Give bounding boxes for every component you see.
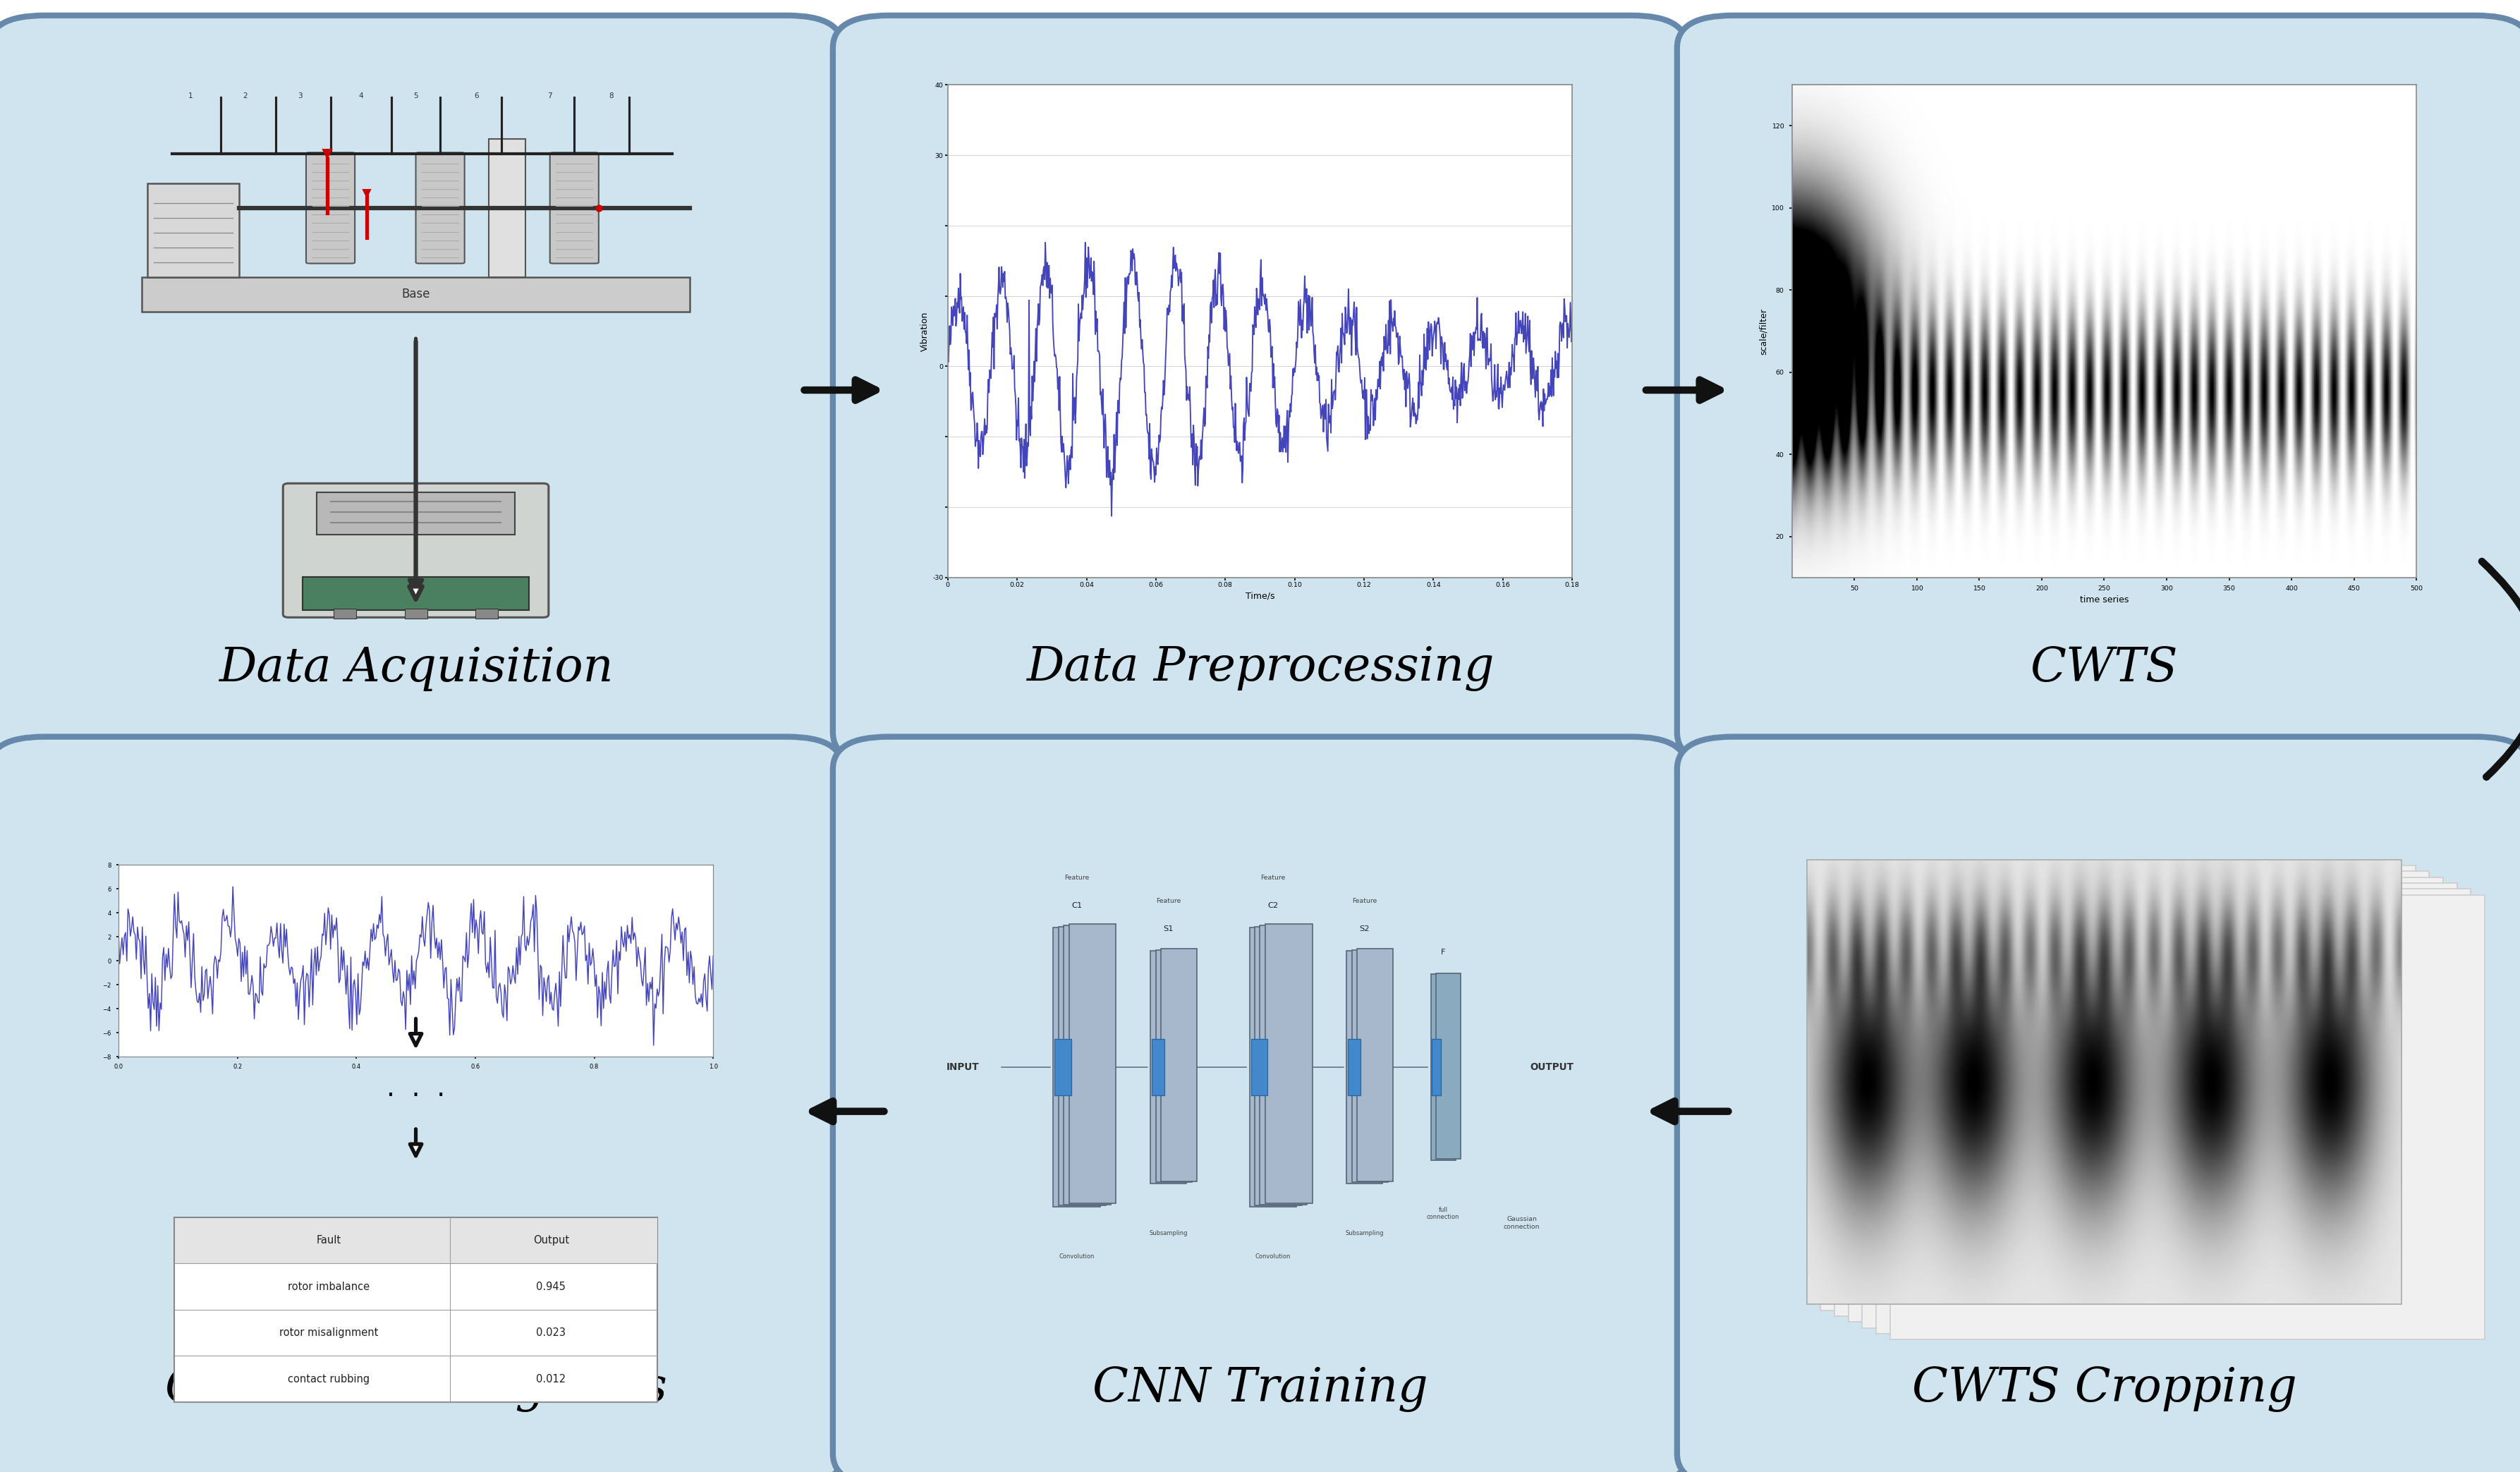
- Text: CNN Fault Diagnosis: CNN Fault Diagnosis: [164, 1366, 668, 1413]
- Text: Output: Output: [534, 1235, 570, 1245]
- FancyBboxPatch shape: [0, 736, 842, 1472]
- Text: Data Preprocessing: Data Preprocessing: [1026, 645, 1494, 692]
- Text: CNN Training: CNN Training: [1091, 1366, 1429, 1413]
- Bar: [1847, 877, 2444, 1322]
- FancyArrowPatch shape: [2482, 561, 2520, 777]
- Bar: [1875, 889, 2470, 1334]
- Text: 0.012: 0.012: [537, 1373, 567, 1384]
- Text: Fault: Fault: [318, 1235, 340, 1245]
- Text: CWTS Cropping: CWTS Cropping: [1913, 1366, 2296, 1413]
- FancyBboxPatch shape: [0, 16, 842, 765]
- Bar: [1807, 860, 2402, 1304]
- Text: rotor misalignment: rotor misalignment: [280, 1328, 378, 1338]
- Text: 0.945: 0.945: [537, 1281, 567, 1292]
- FancyBboxPatch shape: [832, 736, 1688, 1472]
- Text: Data Acquisition: Data Acquisition: [219, 645, 612, 692]
- Bar: [174, 1217, 658, 1401]
- Bar: [174, 1217, 658, 1263]
- Text: rotor imbalance: rotor imbalance: [287, 1281, 370, 1292]
- Text: CWTS: CWTS: [2031, 645, 2177, 692]
- Bar: [1890, 895, 2485, 1340]
- Bar: [1819, 866, 2414, 1310]
- Text: ·  ·  ·: · · ·: [386, 1083, 446, 1110]
- FancyBboxPatch shape: [1678, 16, 2520, 765]
- Bar: [1835, 871, 2429, 1316]
- Text: 0.023: 0.023: [537, 1328, 567, 1338]
- FancyBboxPatch shape: [1678, 736, 2520, 1472]
- FancyBboxPatch shape: [832, 16, 1688, 765]
- Bar: [1862, 883, 2457, 1328]
- Text: contact rubbing: contact rubbing: [287, 1373, 370, 1384]
